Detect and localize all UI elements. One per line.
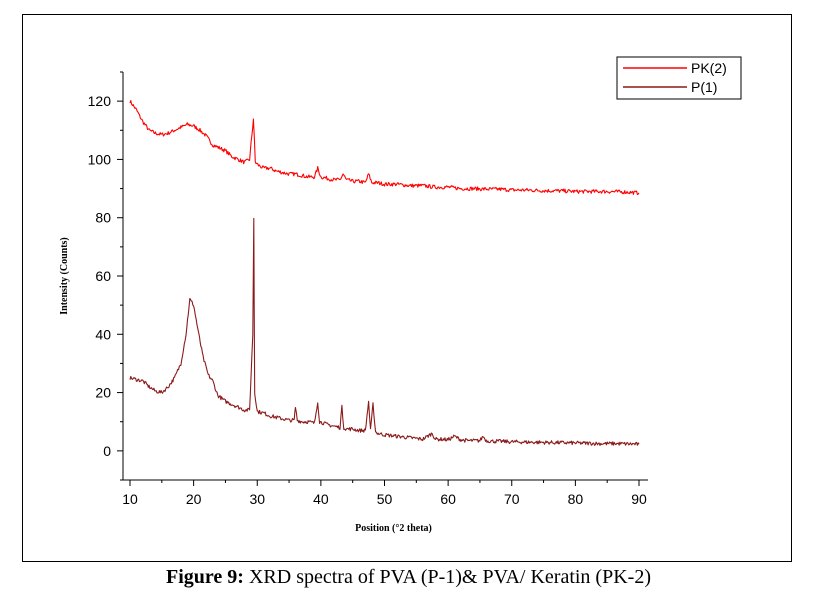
x-tick-label: 70 [504, 491, 520, 507]
y-tick-label: 100 [88, 151, 112, 167]
x-tick-label: 50 [377, 491, 393, 507]
legend-label: PK(2) [691, 60, 727, 76]
figure-caption: Figure 9: XRD spectra of PVA (P-1)& PVA/… [0, 566, 817, 589]
y-axis-title: Intensity (Counts) [59, 237, 70, 315]
x-tick-label: 80 [568, 491, 584, 507]
series-line-p1 [129, 217, 640, 446]
y-tick-label: 60 [95, 268, 111, 284]
figure-frame [22, 14, 792, 562]
caption-text: XRD spectra of PVA (P-1)& PVA/ Keratin (… [243, 566, 651, 588]
x-tick-label: 20 [186, 491, 202, 507]
y-tick-label: 20 [95, 385, 111, 401]
y-tick-label: 80 [95, 210, 111, 226]
y-tick-label: 120 [88, 93, 112, 109]
x-tick-label: 60 [440, 491, 456, 507]
caption-label: Figure 9: [166, 566, 244, 588]
x-tick-label: 90 [631, 491, 647, 507]
x-tick-label: 30 [249, 491, 265, 507]
x-tick-label: 40 [313, 491, 329, 507]
series-line-pk2 [129, 100, 640, 196]
x-tick-label: 10 [122, 491, 138, 507]
legend-label: P(1) [691, 79, 717, 95]
y-tick-label: 40 [95, 326, 111, 342]
y-tick-label: 0 [103, 443, 111, 459]
legend-box [616, 56, 742, 100]
x-axis-title: Position (°2 theta) [355, 523, 432, 534]
